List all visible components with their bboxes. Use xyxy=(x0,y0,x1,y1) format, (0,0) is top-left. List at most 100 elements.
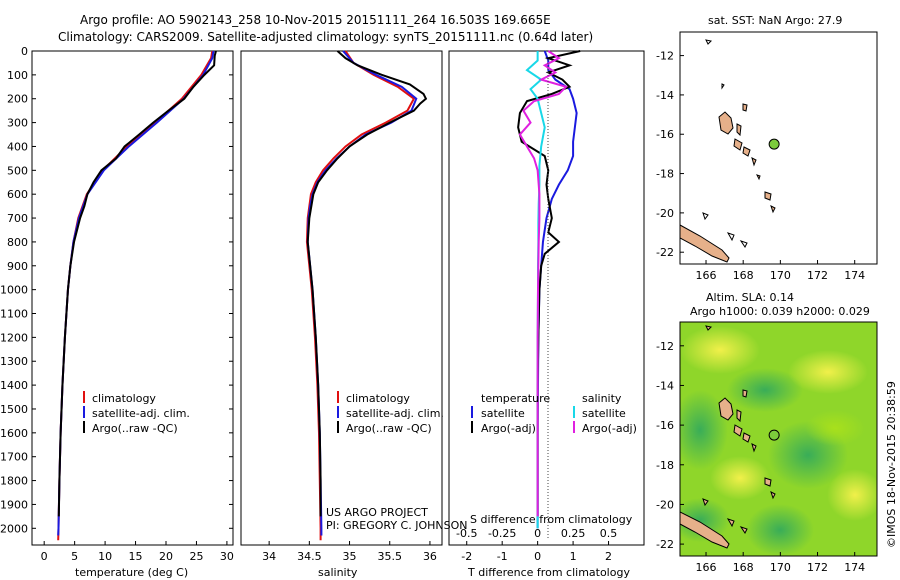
argo-float-marker xyxy=(768,429,780,441)
sla-low-blob xyxy=(727,368,803,412)
series-line-argo-raw-qc- xyxy=(57,50,217,517)
legend-climatology: climatology xyxy=(346,392,410,405)
map-y-tick-label: -22 xyxy=(656,246,674,259)
series-line-temperature-argo-adj- xyxy=(517,50,581,517)
sst-map-frame xyxy=(679,31,878,265)
legend-satellite-swatch xyxy=(83,406,85,418)
map-y-tick-label: -12 xyxy=(656,340,674,353)
s-diff-tick-label: -0.25 xyxy=(488,527,516,540)
credit-pi: PI: GREGORY C. JOHNSON xyxy=(326,519,467,532)
depth-tick-label: 1400 xyxy=(0,379,28,392)
map-y-tick-label: -20 xyxy=(656,498,674,511)
island xyxy=(756,174,761,181)
map-y-tick-label: -14 xyxy=(656,379,674,392)
series-line-satellite-adj-clim- xyxy=(57,50,215,536)
island xyxy=(736,123,742,137)
legend-argo-swatch xyxy=(337,421,339,433)
difference-panel-frame xyxy=(448,50,645,546)
salinity-series xyxy=(305,50,428,541)
salinity-x-axis: 34 34.5 35 35.5 36 xyxy=(262,541,437,563)
credit-project: US ARGO PROJECT xyxy=(326,506,428,519)
new-caledonia-island xyxy=(679,224,730,263)
salinity-legend: climatology satellite-adj. clim. Argo(..… xyxy=(337,391,444,435)
depth-tick-label: 1300 xyxy=(0,355,28,368)
depth-tick-label: 300 xyxy=(7,117,28,130)
depth-tick-label: 1500 xyxy=(0,403,28,416)
sla-mid-blob xyxy=(805,410,865,446)
x-tick-label: 0 xyxy=(534,550,541,563)
depth-tick-label: 600 xyxy=(7,188,28,201)
island xyxy=(742,103,748,112)
series-line-satellite-adj-clim- xyxy=(306,50,418,536)
map-y-tick-label: -12 xyxy=(656,50,674,63)
argo-float-marker xyxy=(768,138,780,150)
map-y-tick-label: -16 xyxy=(656,128,674,141)
x-tick-label: 25 xyxy=(189,550,203,563)
x-tick-label: 2 xyxy=(605,550,612,563)
legend-climatology-swatch xyxy=(83,391,85,403)
series-line-salinity-argo-adj- xyxy=(518,50,568,517)
temperature-axis-label: temperature (deg C) xyxy=(75,566,188,579)
series-line-argo-raw-qc- xyxy=(306,50,428,517)
island xyxy=(705,39,713,45)
legend-s-argo-swatch xyxy=(573,421,575,433)
x-tick-label: 35.5 xyxy=(377,550,402,563)
s-difference-axis-label: S difference from climatology xyxy=(470,513,633,526)
legend-t-satellite-swatch xyxy=(471,406,473,418)
x-tick-label: 15 xyxy=(129,550,143,563)
island xyxy=(726,232,735,242)
imos-watermark: ©IMOS 18-Nov-2015 20:38:59 xyxy=(885,381,898,548)
temperature-series xyxy=(57,50,217,541)
depth-tick-label: 0 xyxy=(21,45,28,58)
depth-tick-label: 1900 xyxy=(0,498,28,511)
legend-satellite: satellite-adj. clim. xyxy=(92,407,190,420)
x-tick-label: 35 xyxy=(343,550,357,563)
depth-tick-label: 1600 xyxy=(0,427,28,440)
legend-t-satellite: satellite xyxy=(481,407,525,420)
depth-tick-label: 1800 xyxy=(0,475,28,488)
island xyxy=(764,191,772,201)
header-line2: Climatology: CARS2009. Satellite-adjuste… xyxy=(58,30,593,44)
island xyxy=(742,146,751,157)
x-tick-label: -2 xyxy=(461,550,472,563)
island xyxy=(702,212,709,221)
depth-tick-label: 100 xyxy=(7,69,28,82)
island xyxy=(770,491,776,500)
salinity-axis-label: salinity xyxy=(318,566,358,579)
island xyxy=(770,205,776,214)
depth-tick-label: 200 xyxy=(7,93,28,106)
legend-climatology: climatology xyxy=(92,392,156,405)
depth-tick-label: 400 xyxy=(7,140,28,153)
island xyxy=(739,240,748,248)
map-x-tick-label: 172 xyxy=(807,561,828,574)
sst-map-land xyxy=(679,39,776,263)
x-tick-label: 34.5 xyxy=(297,550,322,563)
island xyxy=(751,157,757,167)
island xyxy=(742,432,751,443)
map-y-tick-label: -20 xyxy=(656,207,674,220)
x-tick-label: 0 xyxy=(41,550,48,563)
map-x-tick-label: 174 xyxy=(844,561,865,574)
x-tick-label: 1 xyxy=(570,550,577,563)
island xyxy=(733,424,743,437)
legend-argo-swatch xyxy=(83,421,85,433)
island xyxy=(742,389,748,398)
map-x-tick-label: 166 xyxy=(696,561,717,574)
legend-s-argo: Argo(-adj) xyxy=(582,422,637,435)
x-tick-label: 30 xyxy=(220,550,234,563)
legend-satellite-swatch xyxy=(337,406,339,418)
t-difference-axis-label: T difference from climatology xyxy=(467,566,630,579)
map-y-tick-label: -18 xyxy=(656,459,674,472)
legend-salinity-title: salinity xyxy=(582,392,622,405)
legend-argo: Argo(..raw -QC) xyxy=(346,422,432,435)
island xyxy=(702,498,709,507)
x-tick-label: -1 xyxy=(497,550,508,563)
map-x-tick-label: 174 xyxy=(844,269,865,282)
sst-map-axes: -12 -14 -16 -18 -20 -22 166 168 170 172 174 xyxy=(656,50,865,282)
temperature-panel-frame xyxy=(31,50,234,546)
legend-temperature-title: temperature xyxy=(481,392,550,405)
sla-map-axes: -12 -14 -16 -18 -20 -22 166 168 170 172 174 xyxy=(656,340,865,574)
header-line1: Argo profile: AO 5902143_258 10-Nov-2015… xyxy=(80,13,551,27)
island xyxy=(751,443,757,453)
